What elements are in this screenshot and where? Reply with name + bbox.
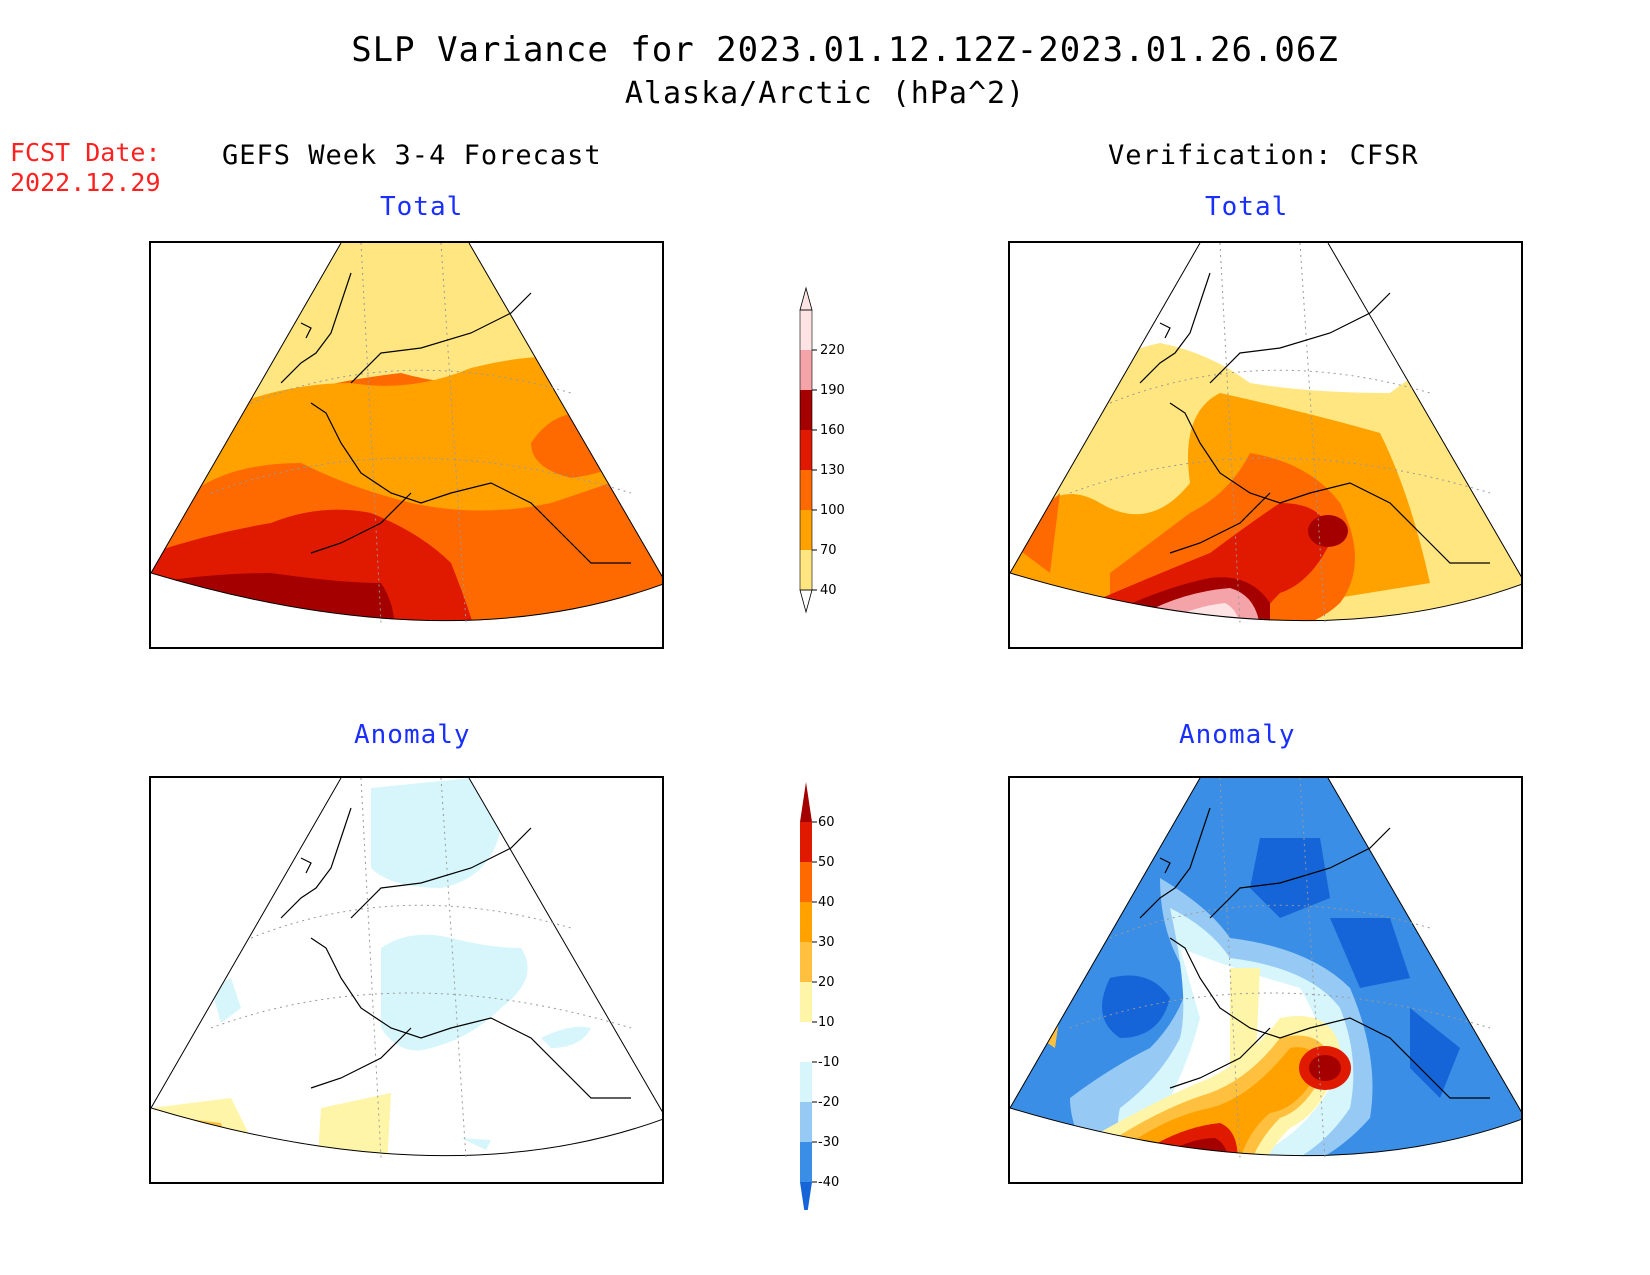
anomaly-colorbar-segment xyxy=(800,822,812,862)
verification-total-map xyxy=(1008,241,1523,649)
anomaly-colorbar-segment xyxy=(800,1062,812,1102)
total-colorbar-frame xyxy=(799,309,813,591)
anomaly-colorbar-label: -40 xyxy=(818,1175,839,1190)
total-colorbar-segment xyxy=(800,510,812,550)
verification-column-header: Verification: CFSR xyxy=(1108,140,1419,171)
anomaly-colorbar-label: 20 xyxy=(818,975,835,990)
verification-anomaly-map xyxy=(1008,776,1523,1184)
anomaly-colorbar-top-arrow xyxy=(800,782,812,822)
forecast-anomaly-title: Anomaly xyxy=(354,720,471,750)
total-colorbar-label: 70 xyxy=(820,543,837,558)
anomaly-colorbar-segment xyxy=(800,1022,812,1062)
total-colorbar-segment xyxy=(800,390,812,430)
anomaly-colorbar-label: 10 xyxy=(818,1015,835,1030)
anomaly-colorbar-label: -10 xyxy=(818,1055,839,1070)
anomaly-colorbar-label: 40 xyxy=(818,895,835,910)
anomaly-colorbar-segment xyxy=(800,942,812,982)
figure-title: SLP Variance for 2023.01.12.12Z-2023.01.… xyxy=(351,30,1339,70)
anomaly-colorbar-segment xyxy=(800,1142,812,1182)
verification-anomaly-title: Anomaly xyxy=(1179,720,1296,750)
verification-total-title: Total xyxy=(1205,192,1289,222)
total-colorbar: 40 70 100 130 160 190 220 xyxy=(799,286,845,614)
anomaly-colorbar-segment xyxy=(800,1102,812,1142)
total-colorbar-top-arrow xyxy=(799,286,813,311)
total-colorbar-segment xyxy=(800,470,812,510)
anomaly-colorbar-segment xyxy=(800,902,812,942)
anomaly-colorbar-label: 50 xyxy=(818,855,835,870)
total-colorbar-bottom-arrow xyxy=(799,589,813,614)
total-colorbar-label: 130 xyxy=(820,463,845,478)
total-colorbar-segment xyxy=(800,430,812,470)
fcst-date-label: FCST Date: xyxy=(10,138,161,167)
total-colorbar-label: 100 xyxy=(820,503,845,518)
fcst-date-value: 2022.12.29 xyxy=(10,168,161,197)
total-colorbar-label: 190 xyxy=(820,383,845,398)
anomaly-colorbar-segment xyxy=(800,982,812,1022)
total-colorbar-segment xyxy=(800,550,812,590)
anomaly-colorbar: -40 -30 -20 -10 10 20 30 40 50 60 xyxy=(800,782,839,1210)
forecast-total-title: Total xyxy=(380,192,464,222)
total-colorbar-segment xyxy=(800,350,812,390)
anomaly-colorbar-label: 60 xyxy=(818,815,835,830)
forecast-column-header: GEFS Week 3-4 Forecast xyxy=(222,140,602,171)
total-colorbar-label: 160 xyxy=(820,423,845,438)
total-colorbar-segment xyxy=(800,310,812,350)
anomaly-colorbar-label: -30 xyxy=(818,1135,839,1150)
anomaly-colorbar-label: -20 xyxy=(818,1095,839,1110)
forecast-anomaly-map xyxy=(149,776,664,1184)
total-colorbar-label: 40 xyxy=(820,583,837,598)
anomaly-colorbar-label: 30 xyxy=(818,935,835,950)
anomaly-colorbar-segment xyxy=(800,862,812,902)
figure-subtitle: Alaska/Arctic (hPa^2) xyxy=(624,76,1026,111)
forecast-total-map xyxy=(149,241,664,649)
total-colorbar-label: 220 xyxy=(820,343,845,358)
anomaly-colorbar-bottom-arrow xyxy=(800,1182,812,1210)
